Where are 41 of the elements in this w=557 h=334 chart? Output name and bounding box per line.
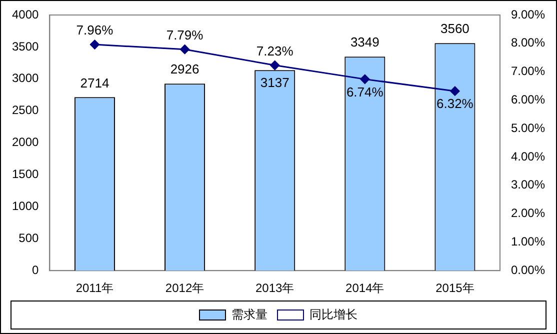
y-tick-label: 500 xyxy=(18,230,40,245)
y-tick-label: 0 xyxy=(32,262,40,277)
y2-tick-label: 7.00% xyxy=(510,64,546,78)
x-tick-label: 2014年 xyxy=(346,281,384,296)
point xyxy=(90,40,100,50)
y2-tick-label: 0.00% xyxy=(510,262,546,277)
data-label: 3137 xyxy=(260,75,290,90)
legend-label: 同比增长 xyxy=(310,307,358,322)
y2-tick-label: 6.00% xyxy=(510,92,546,107)
y-tick-label: 2000 xyxy=(12,135,40,150)
y-tick-label: 3500 xyxy=(12,39,40,54)
x-tick-label: 2011年 xyxy=(76,281,114,296)
x-tick-label: 2012年 xyxy=(165,281,204,296)
point xyxy=(270,60,280,70)
y2-tick-label: 1.00% xyxy=(510,234,546,249)
data-label: 6.32% xyxy=(436,96,474,112)
data-label: 3349 xyxy=(350,34,380,50)
y2-tick-label: 3.00% xyxy=(510,178,546,192)
y2-tick-label: 9.00% xyxy=(510,7,546,22)
point xyxy=(450,86,460,96)
x-tick-label: 2013年 xyxy=(255,281,294,296)
legend-label: 需求量 xyxy=(232,307,268,322)
y-tick-label: 4000 xyxy=(12,7,40,22)
y2-tick-label: 8.00% xyxy=(510,36,546,50)
data-label: 2714 xyxy=(80,75,110,90)
point xyxy=(360,74,370,84)
x-tick-label: 2015年 xyxy=(436,281,474,296)
data-label: 7.23% xyxy=(256,43,294,58)
data-label: 7.79% xyxy=(166,27,204,42)
y2-tick-label: 4.00% xyxy=(510,149,546,164)
data-label: 3560 xyxy=(440,21,470,36)
y2-tick-label: 2.00% xyxy=(510,206,546,220)
data-label: 2926 xyxy=(170,62,200,77)
y-tick-label: 1000 xyxy=(12,199,40,214)
y-tick-label: 2500 xyxy=(12,103,40,118)
data-label: 7.96% xyxy=(76,22,114,38)
y2-tick-label: 5.00% xyxy=(510,120,546,135)
point xyxy=(180,44,190,54)
y-tick-label: 1500 xyxy=(12,167,40,182)
y-tick-label: 3000 xyxy=(12,71,40,86)
data-label: 6.74% xyxy=(346,84,384,100)
